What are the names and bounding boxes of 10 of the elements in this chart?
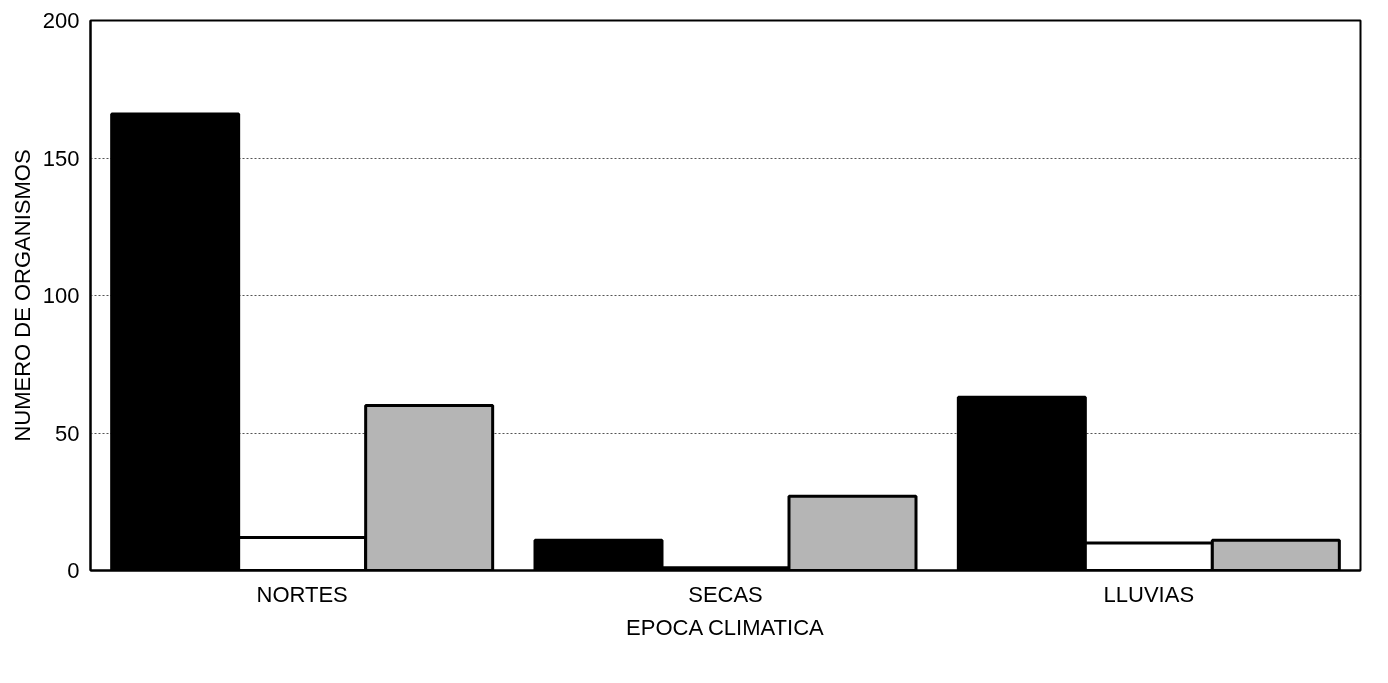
y-axis-title: NUMERO DE ORGANISMOS — [9, 149, 35, 442]
y-tick-label: 150 — [42, 145, 80, 171]
y-tick-label: 0 — [67, 558, 80, 583]
x-axis-title: EPOCA CLIMATICA — [626, 614, 825, 640]
y-tick-label: 100 — [42, 283, 80, 308]
x-tick-label: NORTES — [256, 581, 348, 607]
y-tick-label: 200 — [42, 8, 80, 33]
x-tick-label: SECAS — [688, 581, 763, 607]
x-tick-label: LLUVIAS — [1103, 581, 1195, 607]
y-tick-label: 50 — [55, 420, 80, 446]
